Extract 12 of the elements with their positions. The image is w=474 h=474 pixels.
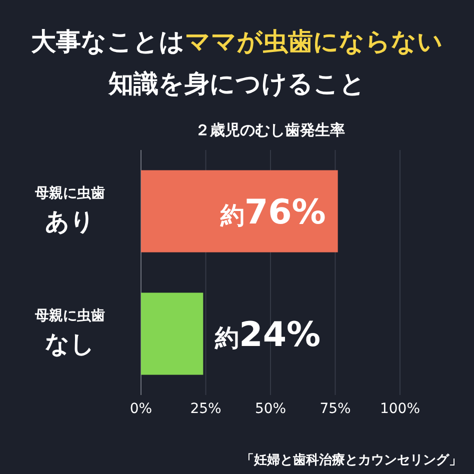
x-tick-label: 75% [320,401,351,417]
chart-title: 大事なことはママが虫歯にならない知識を身につけること [31,27,443,98]
data-label: 約76% [219,192,326,232]
x-tick-label: 25% [190,401,222,417]
chart-subtitle: ２歳児のむし歯発生率 [195,121,345,139]
text: 「妊婦と歯科治療とカウンセリング」 [241,452,462,468]
y-tick-label: 母親に虫歯なし [34,306,105,358]
x-tick-label: 50% [254,401,286,417]
x-tick-label: 0% [130,401,152,417]
data-label: 約24% [214,314,321,355]
y-tick-label: 母親に虫歯あり [34,184,105,236]
x-tick-label: 100% [380,401,420,417]
